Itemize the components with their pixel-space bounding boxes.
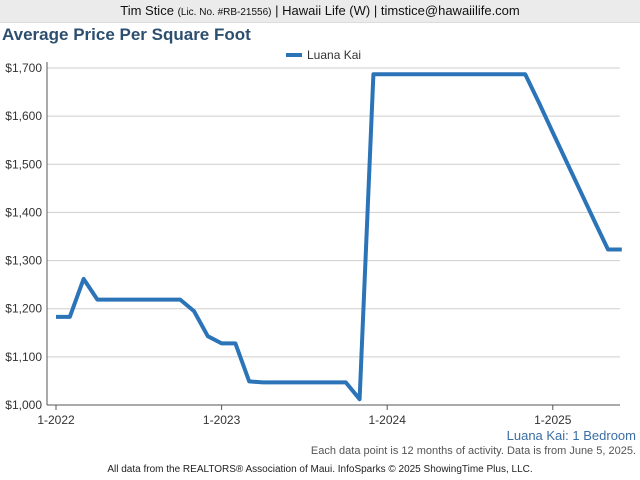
chart-subtitle: Luana Kai: 1 Bedroom bbox=[506, 428, 636, 443]
x-tick-label: 1-2025 bbox=[534, 413, 572, 426]
line-chart: $1,000 $1,100 $1,200 $1,300 $1,400 $1,500 $1,6… bbox=[5, 48, 622, 426]
agent-header: Tim Stice (Lic. No. #RB-21556) | Hawaii … bbox=[0, 0, 640, 23]
y-tick-label: $1,200 bbox=[5, 302, 42, 316]
x-tick-label: 1-2024 bbox=[369, 413, 407, 426]
y-tick-label: $1,700 bbox=[5, 61, 42, 75]
data-credit: All data from the REALTORS® Association … bbox=[107, 464, 533, 475]
agent-name: Tim Stice bbox=[120, 3, 174, 18]
y-tick-label: $1,500 bbox=[5, 157, 42, 171]
data-note: Each data point is 12 months of activity… bbox=[310, 445, 636, 457]
y-tick-label: $1,600 bbox=[5, 109, 42, 123]
y-tick-label: $1,400 bbox=[5, 205, 42, 219]
x-tick-label: 1-2022 bbox=[37, 413, 75, 426]
series-line-luana-kai bbox=[56, 72, 622, 402]
y-tick-label: $1,100 bbox=[5, 350, 42, 364]
y-tick-label: $1,000 bbox=[5, 398, 42, 412]
license-number: (Lic. No. #RB-21556) bbox=[177, 7, 272, 18]
chart-title: Average Price Per Square Foot bbox=[2, 25, 251, 44]
y-tick-label: $1,300 bbox=[5, 254, 42, 268]
legend-label: Luana Kai bbox=[307, 48, 361, 62]
agent-contact: | Hawaii Life (W) | timstice@hawaiilife.… bbox=[275, 3, 520, 18]
x-tick-label: 1-2023 bbox=[203, 413, 241, 426]
